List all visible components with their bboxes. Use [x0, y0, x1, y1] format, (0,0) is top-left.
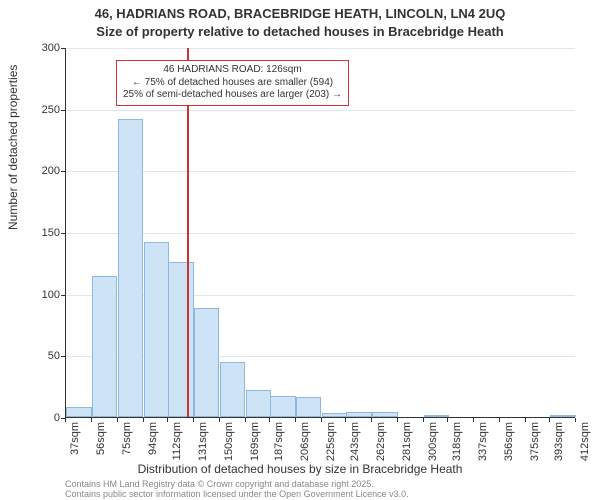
x-tick-label: 169sqm — [249, 422, 261, 466]
x-tick-label: 56sqm — [95, 422, 107, 466]
y-tick-label: 300 — [20, 42, 60, 54]
x-tick-label: 356sqm — [503, 422, 515, 466]
histogram-bar — [372, 412, 398, 417]
annotation-box: 46 HADRIANS ROAD: 126sqm ← 75% of detach… — [116, 60, 349, 106]
x-tick-mark — [423, 418, 424, 422]
x-tick-label: 187sqm — [273, 422, 285, 466]
histogram-bar — [550, 415, 576, 417]
x-tick-label: 375sqm — [529, 422, 541, 466]
x-tick-label: 281sqm — [401, 422, 413, 466]
x-tick-mark — [65, 418, 66, 422]
x-tick-label: 225sqm — [325, 422, 337, 466]
annotation-line1: 46 HADRIANS ROAD: 126sqm — [123, 64, 342, 77]
x-tick-mark — [549, 418, 550, 422]
y-tick-label: 150 — [20, 227, 60, 239]
y-tick-mark — [61, 110, 65, 111]
x-tick-mark — [499, 418, 500, 422]
histogram-bar — [246, 390, 272, 417]
histogram-bar — [270, 396, 296, 417]
footer-line2: Contains public sector information licen… — [65, 489, 409, 499]
annotation-line2: ← 75% of detached houses are smaller (59… — [123, 77, 342, 90]
x-tick-mark — [321, 418, 322, 422]
y-tick-label: 50 — [20, 350, 60, 362]
x-tick-mark — [117, 418, 118, 422]
chart-title-line2: Size of property relative to detached ho… — [0, 24, 600, 39]
x-tick-mark — [269, 418, 270, 422]
x-tick-label: 75sqm — [121, 422, 133, 466]
x-tick-label: 300sqm — [427, 422, 439, 466]
annotation-line3: 25% of semi-detached houses are larger (… — [123, 89, 342, 102]
x-tick-mark — [219, 418, 220, 422]
histogram-bar — [220, 362, 246, 418]
x-tick-label: 94sqm — [147, 422, 159, 466]
footer: Contains HM Land Registry data © Crown c… — [65, 479, 409, 500]
x-tick-mark — [143, 418, 144, 422]
y-tick-mark — [61, 171, 65, 172]
x-tick-mark — [91, 418, 92, 422]
x-tick-mark — [447, 418, 448, 422]
x-tick-mark — [473, 418, 474, 422]
gridline — [66, 48, 575, 49]
y-tick-mark — [61, 356, 65, 357]
y-tick-mark — [61, 233, 65, 234]
x-tick-label: 243sqm — [349, 422, 361, 466]
x-tick-label: 318sqm — [451, 422, 463, 466]
histogram-bar — [144, 242, 170, 417]
x-tick-label: 393sqm — [553, 422, 565, 466]
y-tick-mark — [61, 48, 65, 49]
y-tick-label: 250 — [20, 104, 60, 116]
x-tick-mark — [371, 418, 372, 422]
histogram-bar — [118, 119, 144, 417]
histogram-bar — [92, 276, 118, 417]
footer-line1: Contains HM Land Registry data © Crown c… — [65, 479, 409, 489]
x-tick-label: 206sqm — [299, 422, 311, 466]
y-tick-label: 200 — [20, 165, 60, 177]
x-tick-label: 337sqm — [477, 422, 489, 466]
x-tick-label: 262sqm — [375, 422, 387, 466]
x-tick-label: 112sqm — [171, 422, 183, 466]
x-tick-mark — [245, 418, 246, 422]
x-tick-mark — [295, 418, 296, 422]
y-axis-label: Number of detached properties — [6, 65, 20, 230]
histogram-bar — [322, 413, 348, 417]
y-tick-label: 100 — [20, 289, 60, 301]
x-tick-mark — [345, 418, 346, 422]
y-tick-label: 0 — [20, 412, 60, 424]
histogram-bar — [168, 262, 194, 417]
histogram-bar — [424, 415, 450, 417]
x-tick-label: 37sqm — [69, 422, 81, 466]
x-tick-mark — [397, 418, 398, 422]
histogram-bar — [66, 407, 92, 417]
x-tick-mark — [167, 418, 168, 422]
x-tick-label: 131sqm — [197, 422, 209, 466]
x-tick-mark — [193, 418, 194, 422]
y-tick-mark — [61, 295, 65, 296]
x-tick-label: 150sqm — [223, 422, 235, 466]
chart-container: 46, HADRIANS ROAD, BRACEBRIDGE HEATH, LI… — [0, 0, 600, 500]
x-tick-label: 412sqm — [579, 422, 591, 466]
chart-title-line1: 46, HADRIANS ROAD, BRACEBRIDGE HEATH, LI… — [0, 6, 600, 21]
histogram-bar — [296, 397, 322, 417]
gridline — [66, 110, 575, 111]
histogram-bar — [346, 412, 372, 417]
plot-area: 46 HADRIANS ROAD: 126sqm ← 75% of detach… — [65, 48, 575, 418]
x-tick-mark — [525, 418, 526, 422]
histogram-bar — [194, 308, 220, 417]
x-tick-mark — [575, 418, 576, 422]
